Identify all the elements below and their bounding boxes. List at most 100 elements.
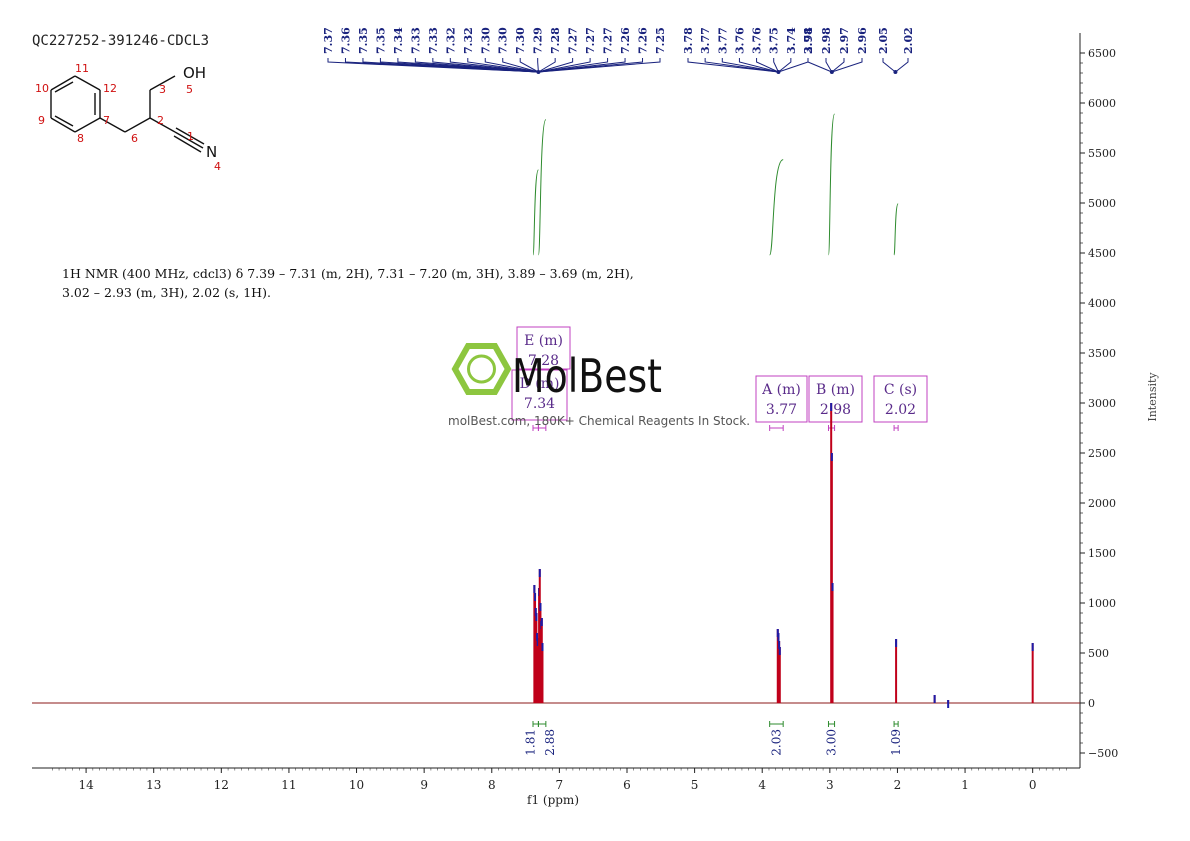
peak-label-leader xyxy=(519,58,539,73)
multiplet-label: E (m) xyxy=(524,333,563,349)
x-tick-label: 13 xyxy=(146,778,161,792)
peak-label-leader xyxy=(538,58,556,73)
peak-label-leader xyxy=(738,58,779,73)
peak-label-node xyxy=(776,70,781,74)
watermark-brand: MolBest xyxy=(512,349,662,403)
nmr-description-line1: 1H NMR (400 MHz, cdcl3) δ 7.39 – 7.31 (m… xyxy=(62,266,634,281)
integral-curve xyxy=(532,169,539,256)
atom-label-8: 8 xyxy=(77,132,84,145)
integrals: 1.81 2.88 2.03 3.00 1.09 xyxy=(524,721,903,756)
peak-label: 7.27 xyxy=(602,27,615,54)
peak-label-node xyxy=(829,70,834,74)
peak-label-leader xyxy=(538,58,591,73)
y-axis-label: Intensity xyxy=(1146,372,1159,422)
peak-label: 7.33 xyxy=(427,27,440,54)
peak-label-leader xyxy=(537,58,539,73)
atom-label-6: 6 xyxy=(131,132,138,145)
multiplet-value: 7.28 xyxy=(528,353,559,369)
integral-curve xyxy=(769,159,784,256)
watermark-tagline: molBest.com, 180K+ Chemical Reagents In … xyxy=(448,414,750,428)
peak-label-node xyxy=(536,70,541,74)
peak-label-leader xyxy=(414,58,539,73)
x-tick-label: 0 xyxy=(1029,778,1037,792)
peak-label-leader xyxy=(831,58,845,73)
x-axis-label: f1 (ppm) xyxy=(527,793,579,807)
structure-oh-label: OH xyxy=(183,64,206,82)
peak-label: 7.33 xyxy=(409,27,422,54)
integral-value: 1.09 xyxy=(889,729,903,756)
sample-id: QC227252-391246-CDCL3 xyxy=(32,33,209,49)
peak-label-node xyxy=(893,70,898,74)
atom-label-7: 7 xyxy=(103,114,110,127)
peak-label: 7.26 xyxy=(619,27,632,54)
atom-label-1: 1 xyxy=(187,130,194,143)
peak-label-leader xyxy=(882,58,896,73)
peak-label: 3.78 xyxy=(682,27,695,54)
chemical-structure xyxy=(50,75,205,153)
x-tick-label: 4 xyxy=(758,778,766,792)
peak-label: 7.37 xyxy=(322,27,335,54)
peak-label-leader xyxy=(825,58,833,73)
multiplet-label: A (m) xyxy=(761,382,801,398)
peak-label-leader xyxy=(704,58,779,73)
multiplet-box xyxy=(873,375,928,423)
peak-label-leader xyxy=(687,58,779,73)
x-tick-label: 1 xyxy=(961,778,969,792)
x-axis: 14 13 12 11 10 9 8 7 6 5 4 3 2 1 0 xyxy=(52,768,1067,792)
y-tick-label: 3000 xyxy=(1088,397,1116,410)
y-tick-label: −500 xyxy=(1088,747,1118,760)
integral-value: 2.88 xyxy=(543,729,557,756)
peak-label: 7.30 xyxy=(479,27,492,54)
integral-curve xyxy=(827,113,836,256)
peak-label: 7.29 xyxy=(532,27,545,54)
multiplet-boxes: E (m) 7.28 D (m) 7.34 A (m) 3.77 B (m) 2.98 C (s… xyxy=(511,326,928,431)
y-tick-label: 1500 xyxy=(1088,547,1116,560)
x-tick-label: 6 xyxy=(623,778,631,792)
atom-label-12: 12 xyxy=(103,82,117,95)
peak-label: 7.34 xyxy=(392,27,405,54)
atom-label-4: 4 xyxy=(214,160,221,173)
molbest-logo-icon xyxy=(451,343,512,395)
peak-label-leader xyxy=(721,58,779,73)
multiplet-value: 2.02 xyxy=(885,402,916,418)
structure-labels: 11 12 10 7 9 8 6 2 3 5 1 4 xyxy=(35,62,221,173)
peak-label-leader xyxy=(538,58,626,73)
peak-label: 2.98 xyxy=(820,27,833,54)
atom-label-2: 2 xyxy=(157,114,164,127)
peak-label-leader xyxy=(502,58,539,73)
peak-label-leader xyxy=(773,58,779,73)
molbest-watermark: MolBest molBest.com, 180K+ Chemical Reag… xyxy=(448,343,750,428)
y-tick-label: 6000 xyxy=(1088,97,1116,110)
peak-label-leader xyxy=(484,58,539,73)
peak-label-leader xyxy=(756,58,779,73)
multiplet-box xyxy=(516,326,571,370)
peak-label-leader xyxy=(538,58,661,73)
y-tick-label: 5500 xyxy=(1088,147,1116,160)
multiplet-label: D (m) xyxy=(520,376,560,392)
peak-label-leader xyxy=(895,58,909,73)
peak-label-leader xyxy=(778,58,809,73)
integral-curve xyxy=(893,203,899,256)
integral-value: 2.03 xyxy=(769,729,783,756)
peak-label: 2.97 xyxy=(838,27,851,54)
multiplet-box xyxy=(808,375,863,423)
peak-label: 7.35 xyxy=(357,27,370,54)
peak-label: 2.05 xyxy=(877,27,890,54)
x-tick-label: 2 xyxy=(894,778,902,792)
y-tick-label: 2000 xyxy=(1088,497,1116,510)
x-tick-label: 7 xyxy=(556,778,564,792)
peak-label-leader xyxy=(538,58,609,73)
y-tick-label: 4500 xyxy=(1088,247,1116,260)
y-tick-label: 2500 xyxy=(1088,447,1116,460)
peak-label: 3.74 xyxy=(802,27,815,54)
peak-label: 3.77 xyxy=(699,27,712,54)
y-tick-label: 4000 xyxy=(1088,297,1116,310)
structure-n-label: N xyxy=(206,143,217,161)
y-axis: −500 0 500 1000 1500 2000 2500 3000 3500 4000 4500… xyxy=(1080,47,1118,760)
peak-label: 7.36 xyxy=(339,27,352,54)
x-tick-label: 11 xyxy=(281,778,296,792)
peak-label: 7.30 xyxy=(497,27,510,54)
peak-label-leader xyxy=(778,58,792,73)
x-tick-label: 12 xyxy=(214,778,229,792)
